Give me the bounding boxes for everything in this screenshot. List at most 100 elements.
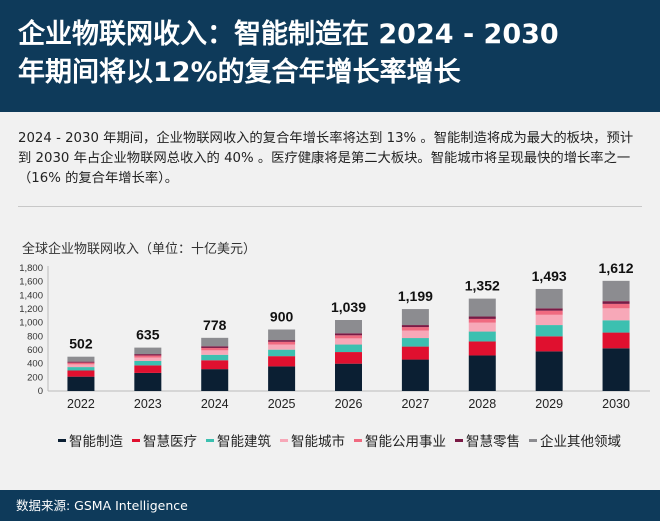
x-tick-label: 2024 (201, 397, 229, 411)
legend-label: 智能公用事业 (365, 434, 446, 450)
legend-swatch (132, 438, 140, 442)
stacked-bar-chart: 0 200 400 600 800 1,000 1,200 1,400 1,600 1,800 50… (19, 260, 650, 411)
legend-label: 智慧零售 (466, 434, 520, 450)
bar-segment (602, 280, 630, 302)
legend-item: 智能公用事业 (354, 430, 446, 450)
bar-segment (401, 346, 429, 360)
total-label: 1,612 (599, 260, 634, 276)
bar-segment (401, 325, 429, 328)
y-tick-label: 0 (38, 386, 43, 397)
total-label: 635 (136, 327, 160, 343)
bar-segment (67, 367, 95, 371)
bar-segment (67, 370, 95, 377)
bar-segment (268, 366, 296, 391)
x-tick-label: 2026 (335, 397, 363, 411)
bar-segment (535, 314, 563, 326)
legend-label: 智能城市 (291, 434, 345, 450)
total-label: 1,039 (331, 299, 366, 315)
bar-segment (335, 333, 362, 336)
description: 2024 - 2030 年期间，企业物联网收入的复合年增长率将达到 13% 。智… (18, 131, 634, 186)
bar-segment (535, 336, 563, 352)
bar-segment (134, 372, 162, 391)
bar-segment (335, 338, 362, 345)
total-label: 502 (69, 336, 93, 352)
title-line-2: 年期间将以12%的复合年增长率增长 (18, 57, 461, 88)
y-tick-label: 800 (27, 331, 43, 342)
bar-segment (602, 332, 630, 349)
bar-segment (268, 349, 296, 357)
x-tick-label: 2022 (67, 397, 95, 411)
legend-item: 智慧零售 (455, 430, 520, 450)
y-tick-label: 1,000 (19, 318, 43, 329)
bar-segment (201, 369, 229, 391)
bar-segment (401, 330, 429, 339)
bar-segment (602, 303, 630, 309)
bar-segment (335, 320, 362, 334)
legend-swatch (206, 438, 214, 442)
bar-segment (268, 341, 296, 345)
legend-item: 智能制造 (58, 430, 123, 450)
x-tick-label: 2028 (468, 397, 496, 411)
bar-segment (468, 355, 496, 391)
x-tick-label: 2023 (134, 397, 162, 411)
bar-segment (134, 354, 162, 356)
legend-label: 智能制造 (69, 434, 123, 450)
legend-item: 智能建筑 (206, 430, 271, 450)
bar-segment (468, 298, 496, 317)
x-tick-label: 2029 (535, 397, 563, 411)
x-tick-label: 2027 (401, 397, 429, 411)
legend-item: 企业其他领域 (529, 430, 621, 450)
divider (18, 206, 642, 207)
bar-segment (468, 316, 496, 319)
bar-segment (602, 308, 630, 321)
bar-segment (67, 362, 95, 365)
bar-segment (468, 331, 496, 342)
total-label: 900 (270, 309, 294, 325)
bar-segment (134, 365, 162, 373)
bar-segment (468, 318, 496, 323)
bar-segment (201, 347, 229, 351)
y-tick-label: 1,600 (19, 277, 43, 288)
chart-title: 全球企业物联网收入（单位：十亿美元） (22, 242, 257, 257)
legend-swatch (58, 438, 66, 442)
footer-source: 数据来源: GSMA Intelligence (0, 490, 660, 521)
bar-segment (201, 337, 229, 347)
bar-segment (335, 363, 362, 391)
bar-segment (268, 356, 296, 367)
title-line-1: 企业物联网收入：智能制造在 2024 - 2030 (18, 19, 559, 50)
bar-segment (602, 348, 630, 391)
y-tick-label: 600 (27, 345, 43, 356)
bar-segment (335, 335, 362, 339)
total-label: 1,352 (465, 278, 500, 294)
bar-segment (602, 320, 630, 333)
bar-segment (67, 361, 95, 363)
legend-item: 智慧医疗 (132, 430, 197, 450)
bar-segment (401, 338, 429, 347)
bar-segment (602, 301, 630, 304)
bar-segment (67, 364, 95, 368)
chart-legend: 智能制造 智慧医疗 智能建筑 智能城市 智能公用事业 智慧零售 企业其他领域 (58, 430, 621, 450)
y-tick-label: 200 (27, 372, 43, 383)
bar-segment (535, 310, 563, 315)
bar-segment (134, 360, 162, 366)
legend-swatch (354, 438, 362, 442)
bar-segment (335, 344, 362, 353)
x-tick-label: 2025 (268, 397, 296, 411)
y-tick-label: 400 (27, 359, 43, 370)
bar-segment (268, 329, 296, 341)
bar-segment (201, 350, 229, 355)
bar-segment (401, 359, 429, 391)
bar-segment (401, 309, 429, 326)
bar-segment (67, 356, 95, 362)
bar-segment (268, 344, 296, 350)
bar-segment (268, 340, 296, 342)
total-label: 1,493 (532, 268, 567, 284)
legend-swatch (280, 438, 288, 442)
bar-segment (401, 327, 429, 331)
legend-swatch (529, 438, 537, 442)
bar-segment (67, 376, 95, 391)
bar-segment (134, 347, 162, 355)
bar-segment (201, 354, 229, 361)
bar-segment (468, 341, 496, 356)
y-tick-label: 1,400 (19, 290, 43, 301)
